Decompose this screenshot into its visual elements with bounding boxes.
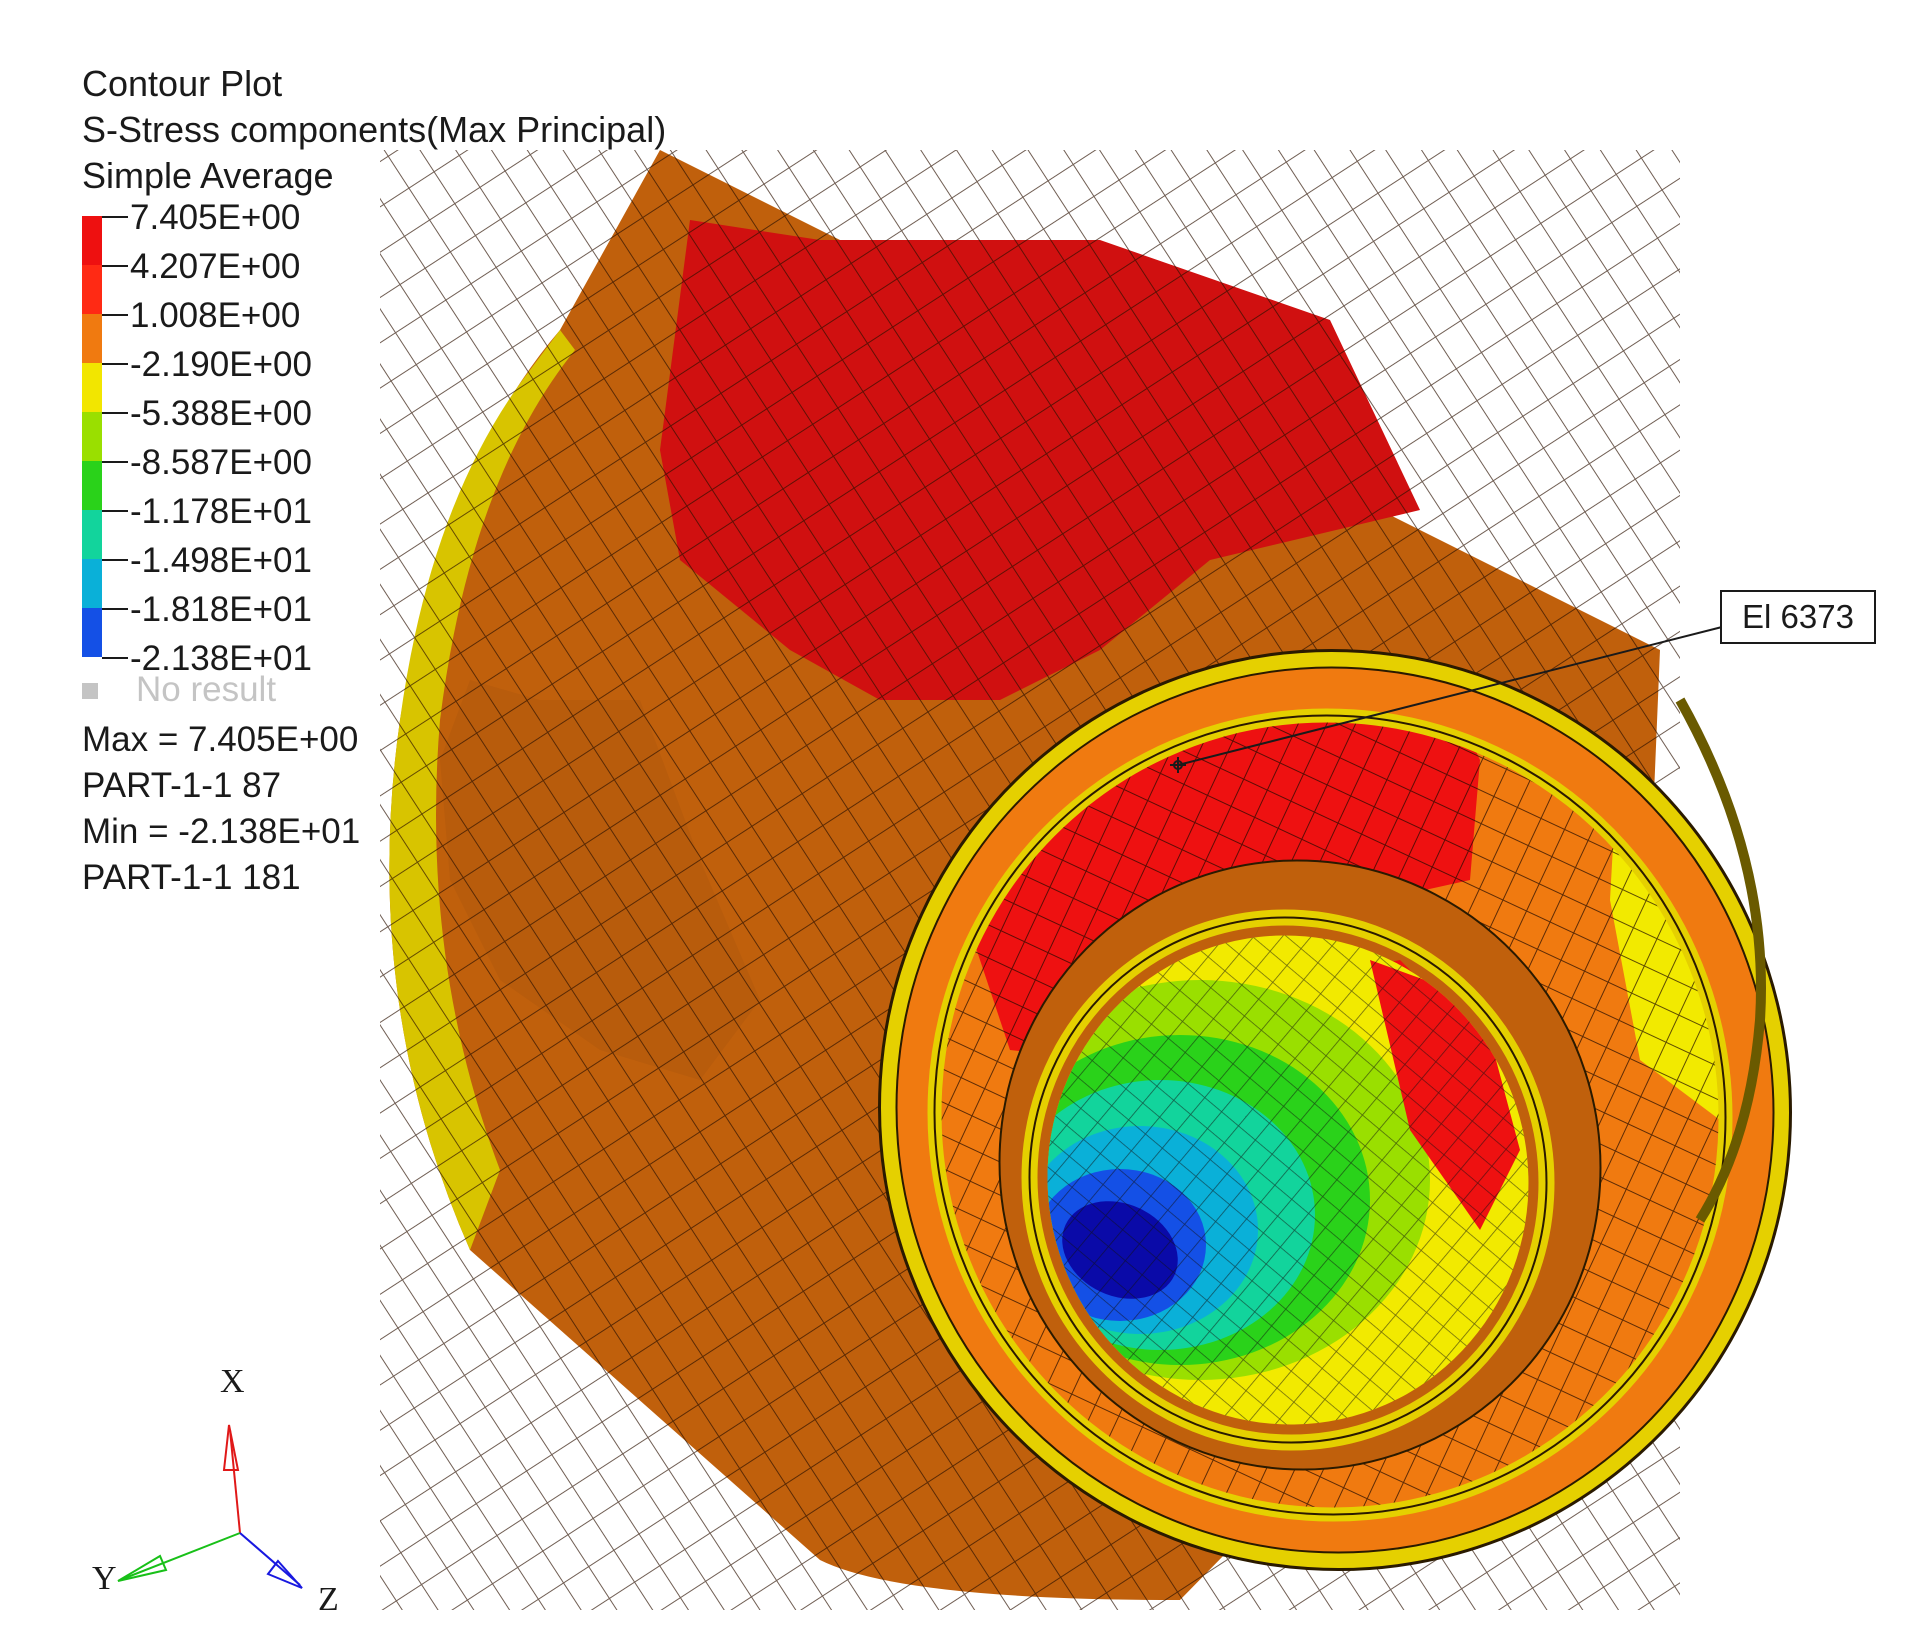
legend-level-label: 4.207E+00	[130, 247, 301, 286]
legend-color-band	[82, 608, 102, 657]
coordinate-triad	[117, 1424, 303, 1589]
legend-level-label: 7.405E+00	[130, 198, 301, 237]
legend-level-label: -1.818E+01	[130, 590, 312, 629]
legend-level-label: -1.498E+01	[130, 541, 312, 580]
bore-rim	[927, 697, 1766, 1522]
legend-tick	[102, 412, 128, 414]
legend-tick	[102, 461, 128, 463]
legend-color-band	[82, 216, 102, 265]
legend-color-band	[82, 363, 102, 412]
element-marker[interactable]	[1170, 626, 1723, 773]
legend-level-label: -2.138E+01	[130, 639, 312, 678]
legend-level-label: 1.008E+00	[130, 296, 301, 335]
legend-color-band	[82, 461, 102, 510]
legend-level-label: -8.587E+00	[130, 443, 312, 482]
legend-tick	[102, 265, 128, 267]
x-axis-label: X	[220, 1363, 245, 1400]
averaging-method: Simple Average	[82, 155, 334, 196]
legend-color-band	[82, 559, 102, 608]
plot-title: Contour Plot	[82, 63, 283, 104]
legend-level-label: -1.178E+01	[130, 492, 312, 531]
legend-color-band	[82, 412, 102, 461]
legend-tick	[102, 314, 128, 316]
legend-level-label: -5.388E+00	[130, 394, 312, 433]
z-axis-label: Z	[318, 1581, 339, 1618]
no-result-label: No result	[136, 670, 277, 709]
legend-level-label: -2.190E+00	[130, 345, 312, 384]
no-result-swatch	[82, 683, 98, 699]
max-location: PART-1-1 87	[82, 766, 282, 805]
y-axis-arrow	[119, 1532, 241, 1581]
legend-tick	[102, 657, 128, 659]
legend-tick	[102, 559, 128, 561]
legend-tick	[102, 216, 128, 218]
legend-color-band	[82, 265, 102, 314]
legend-tick	[102, 608, 128, 610]
legend-tick	[102, 363, 128, 365]
legend-tick	[102, 510, 128, 512]
result-name: S-Stress components(Max Principal)	[82, 109, 667, 150]
max-value: Max = 7.405E+00	[82, 720, 359, 759]
min-value: Min = -2.138E+01	[82, 812, 361, 851]
legend-color-band	[82, 510, 102, 559]
legend-color-band	[82, 314, 102, 363]
min-location: PART-1-1 181	[82, 858, 301, 897]
x-axis-arrow	[229, 1429, 241, 1534]
element-id-label[interactable]: El 6373	[1720, 590, 1876, 644]
z-axis-arrow	[239, 1532, 301, 1586]
y-axis-label: Y	[92, 1560, 117, 1597]
